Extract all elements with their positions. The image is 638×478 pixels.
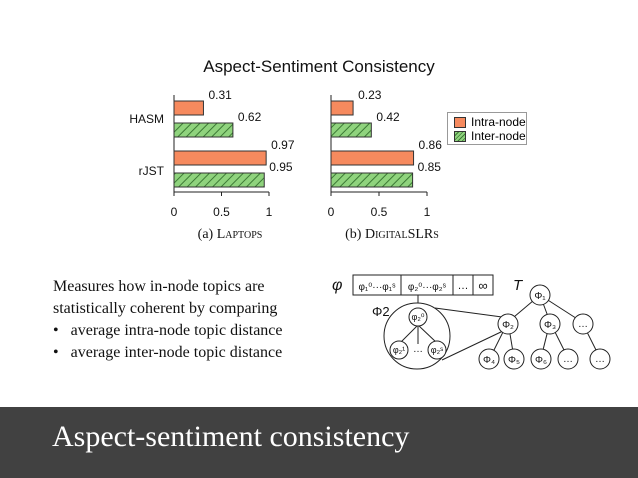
digitalslrs-bar-label-hasm-inter: 0.42: [376, 110, 400, 124]
legend-swatch-inter: [454, 130, 466, 142]
caption-digitalslrs-name: DigitalSLRs: [364, 227, 439, 242]
tree-node-phi5: [503, 348, 525, 370]
t-label: T: [513, 277, 524, 294]
description-bullet-2-text: average inter-node topic distance: [70, 344, 283, 361]
description-bullet-2: • average inter-node topic distance: [53, 344, 283, 361]
inner-node-dots-text: …: [413, 344, 423, 355]
tree-node-phi3-text: Φ₃: [544, 320, 556, 331]
tree-node-dots-1-text: …: [578, 319, 588, 330]
zoom-tangent-top: [434, 307, 503, 318]
laptops-bar-label-hasm-intra: 0.31: [208, 88, 232, 102]
stick-cell-4: [472, 274, 494, 296]
laptops-category-label-1: rJST: [139, 164, 165, 178]
inner-edge-3: [417, 324, 438, 344]
tree-node-dots-2: [557, 348, 579, 370]
laptops-bar-hasm-inter: [173, 122, 234, 138]
inner-node-root-text: φ₂⁰: [412, 312, 425, 322]
inner-node-s-text: φ₂ˢ: [431, 345, 443, 355]
digitalslrs-x-tick-label-1: 0.5: [371, 205, 388, 219]
inner-edge-1: [399, 324, 419, 344]
chart-title: Aspect-Sentiment Consistency: [203, 57, 435, 76]
description-bullet-1-text: average intra-node topic distance: [70, 322, 283, 339]
caption-laptops-name: Laptops: [216, 227, 263, 242]
stick-cell-2-text: φ₂⁰···φ₂ˢ: [408, 282, 447, 293]
caption-laptops-prefix: (a): [197, 227, 217, 242]
legend-item-inter: Inter-node: [454, 129, 526, 143]
zoom-tangent-bottom: [441, 330, 504, 361]
footer-title: Aspect-sentiment consistency: [52, 420, 410, 453]
digitalslrs-bar-hasm-intra: [330, 100, 354, 116]
laptops-bar-label-rjst-intra: 0.97: [271, 138, 295, 152]
description-bullet-1: • average intra-node topic distance: [53, 322, 283, 339]
laptops-x-tick-label-1: 0.5: [213, 205, 230, 219]
description-line-1: Measures how in-node topics are: [53, 278, 265, 295]
laptops-x-tick-label-0: 0: [171, 205, 178, 219]
chart-panel-digitalslrs: 0 0.5 1 0.23 0.42 0.86 0.85: [328, 88, 443, 219]
description-line-2: statistically coherent by comparing: [53, 300, 278, 317]
inner-node-s: [427, 340, 447, 360]
tree-node-phi4: [478, 348, 500, 370]
stick-cell-1-text: φ₁⁰···φ₁ˢ: [358, 282, 396, 293]
digitalslrs-x-tick-label-2: 1: [424, 205, 431, 219]
laptops-bar-rjst-intra: [173, 150, 267, 166]
laptops-bar-rjst-inter: [173, 172, 265, 188]
phi-label: φ: [332, 277, 342, 294]
laptops-bar-hasm-intra: [173, 100, 204, 116]
stick-cell-4-text: ∞: [478, 278, 487, 293]
tree-node-phi2: [497, 313, 519, 335]
caption-digitalslrs: (b) DigitalSLRs: [322, 227, 462, 243]
digitalslrs-bar-label-rjst-inter: 0.85: [418, 160, 442, 174]
inner-node-1-text: φ₂¹: [393, 345, 405, 355]
tree-node-phi4-text: Φ₄: [483, 355, 495, 366]
caption-laptops: (a) Laptops: [170, 227, 290, 243]
footer-band: [0, 407, 638, 478]
topic-tree-diagram: φ φ₁⁰···φ₁ˢ φ₂⁰···φ₂ˢ … ∞ T Φ2 φ₂⁰ φ₂¹ ……: [332, 274, 611, 370]
legend-item-intra: Intra-node: [454, 115, 526, 129]
digitalslrs-bar-hasm-inter: [330, 122, 372, 138]
laptops-bar-label-hasm-inter: 0.62: [238, 110, 262, 124]
tree-node-phi2-text: Φ₂: [502, 320, 514, 331]
legend-swatch-intra: [454, 116, 466, 128]
legend-label-inter: Inter-node: [471, 129, 526, 143]
digitalslrs-x-tick-label-0: 0: [328, 205, 335, 219]
caption-digitalslrs-prefix: (b): [345, 227, 365, 242]
tree-node-phi6-text: Φ₆: [535, 355, 547, 366]
laptops-category-label-0: HASM: [129, 112, 164, 126]
stick-cell-3-text: …: [458, 280, 469, 292]
inner-node-1: [389, 340, 409, 360]
description: Measures how in-node topics are statisti…: [53, 276, 283, 364]
tree-node-phi5-text: Φ₅: [508, 355, 520, 366]
inner-node-root: [408, 307, 428, 327]
tree-node-dots-1: [572, 313, 594, 335]
digitalslrs-bar-label-hasm-intra: 0.23: [358, 88, 382, 102]
tree-node-phi1-text: Φ₁: [534, 291, 546, 302]
digitalslrs-bar-rjst-inter: [330, 172, 414, 188]
digitalslrs-bar-label-rjst-intra: 0.86: [419, 138, 443, 152]
chart-legend: Intra-node Inter-node: [447, 112, 527, 145]
phi2-label: Φ2: [372, 304, 390, 319]
digitalslrs-bar-rjst-intra: [330, 150, 415, 166]
legend-label-intra: Intra-node: [471, 115, 526, 129]
tree-node-phi6: [530, 348, 552, 370]
laptops-x-tick-label-2: 1: [266, 205, 273, 219]
tree-node-phi3: [539, 313, 561, 335]
tree-node-phi1: [529, 284, 551, 306]
tree-node-dots-3-text: …: [595, 354, 605, 365]
chart-panel-laptops: 0 0.5 1 HASM rJST 0.31 0.62 0.97 0.95: [129, 88, 295, 219]
tree-node-dots-3: [589, 348, 611, 370]
laptops-bar-label-rjst-inter: 0.95: [269, 160, 293, 174]
tree-node-dots-2-text: …: [563, 354, 573, 365]
